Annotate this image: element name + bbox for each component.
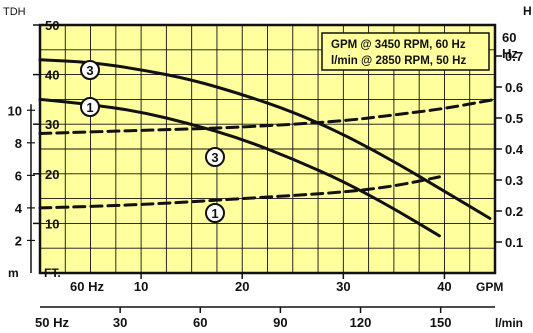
right-tick-label: 0.3: [505, 173, 523, 188]
right-tick-label: 0.6: [505, 80, 523, 95]
curve-marker-label: 3: [211, 150, 218, 165]
feet-unit-label: FT.: [44, 266, 61, 280]
y-tick-label-ft: 20: [45, 167, 59, 182]
right-top-value: 60: [502, 30, 516, 45]
meters-unit-label: m: [8, 266, 19, 280]
x-tick-label-gpm: 30: [336, 279, 350, 294]
x-lmin-unit: l/min: [495, 316, 523, 330]
x-tick-label-lmin: 150: [430, 315, 452, 330]
x-tick-label-lmin: 30: [113, 315, 127, 330]
y-tick-label-ft: 40: [45, 68, 59, 83]
grid-lines: [40, 25, 495, 273]
legend-box: [321, 32, 490, 71]
curve-marker-label: 3: [86, 63, 93, 78]
right-tick-label: 0.2: [505, 204, 523, 219]
x-tick-label-gpm: 20: [235, 279, 249, 294]
x-50hz-label: 50 Hz: [35, 315, 69, 330]
right-tick-label: 0.1: [505, 235, 523, 250]
right-tick-label: 0.5: [505, 111, 523, 126]
curve-marker-power-3: [205, 147, 225, 167]
y-tick-label-ft: 50: [45, 18, 59, 33]
y-tick-label-ft: 30: [45, 117, 59, 132]
y-tick-label-m: 2: [15, 233, 22, 248]
curve-marker-power-1: [205, 203, 225, 223]
tick-marks: [27, 24, 502, 313]
curve-marker-label: 1: [211, 206, 218, 221]
curve-marker-head-1: [80, 97, 100, 117]
y-tick-label-m: 4: [15, 201, 23, 216]
legend-line-2: l/min @ 2850 RPM, 50 Hz: [331, 55, 466, 67]
x-gpm-unit: GPM: [476, 280, 503, 294]
right-tick-label: 0.4: [505, 142, 524, 157]
legend-line-1: GPM @ 3450 RPM, 60 Hz: [331, 39, 466, 51]
x-tick-label-lmin: 90: [273, 315, 287, 330]
y-tick-label-m: 10: [8, 103, 22, 118]
tdh-title: TDH: [3, 6, 26, 18]
curve-marker-head-3: [80, 60, 100, 80]
h-title: H: [523, 4, 532, 18]
x-tick-label-lmin: 60: [193, 315, 207, 330]
y-tick-label-m: 8: [15, 136, 22, 151]
tick-labels: 10 20 30 40 50 2 4 6 8 10 0.1 0.2 0.3 0.4 0.5 0.6 0.7 10 2…: [8, 18, 524, 330]
right-hz-label: Hz: [502, 46, 518, 61]
curves: 3 1 3 1: [38, 58, 497, 238]
curve-marker-label: 1: [86, 100, 93, 115]
power-curve-1: [38, 175, 441, 210]
x-60hz-label: 60 Hz: [70, 279, 104, 294]
y-tick-label-ft: 10: [45, 216, 59, 231]
x-tick-label-lmin: 120: [350, 315, 372, 330]
x-tick-label-gpm: 10: [134, 279, 148, 294]
power-curve-3: [38, 97, 497, 135]
x-tick-label-gpm: 40: [437, 279, 451, 294]
y-tick-label-m: 6: [15, 168, 22, 183]
right-tick-label: 0.7: [505, 49, 523, 64]
